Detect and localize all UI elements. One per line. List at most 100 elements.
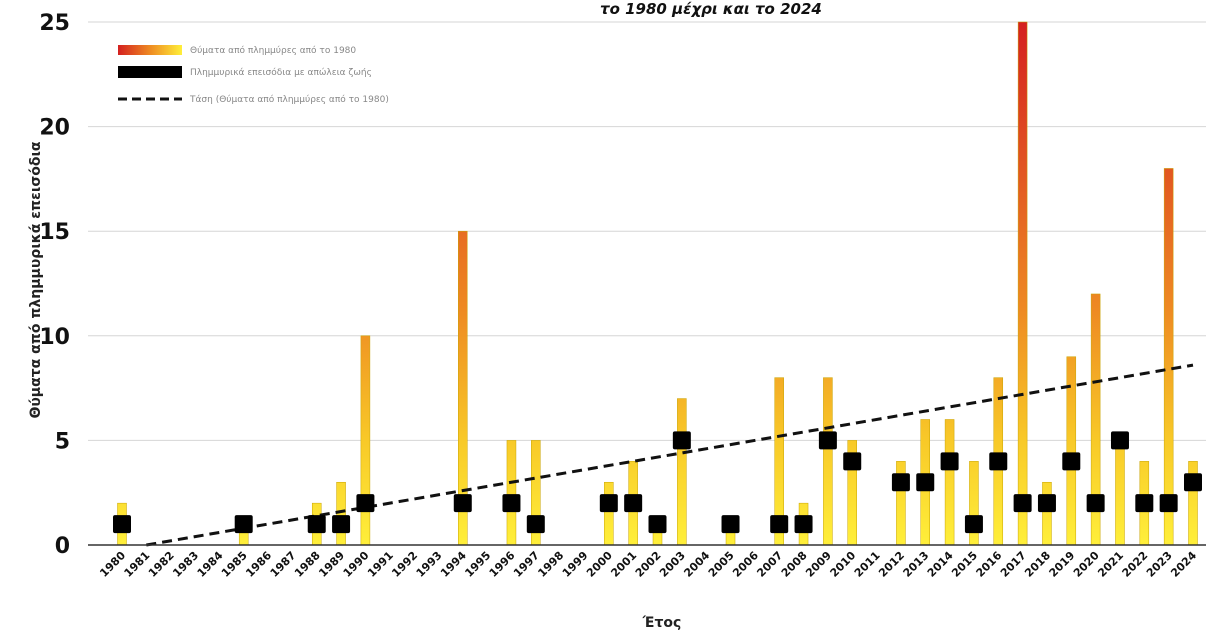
marker — [624, 494, 643, 513]
trend-series — [146, 363, 1194, 547]
bar — [604, 481, 614, 546]
marker — [307, 515, 326, 534]
marker — [113, 515, 131, 534]
marker — [721, 515, 740, 534]
marker — [356, 494, 375, 513]
x-tick-label: 2011 — [852, 549, 883, 580]
marker — [964, 515, 983, 534]
bar — [360, 335, 371, 546]
x-tick-label: 1988 — [292, 549, 323, 580]
x-tick-label: 2006 — [730, 549, 761, 580]
y-tick-label: 15 — [39, 220, 70, 245]
marker — [1037, 494, 1056, 513]
bar — [506, 440, 517, 546]
bar — [1042, 481, 1052, 546]
x-tick-label: 2017 — [998, 549, 1029, 580]
x-tick-label: 1987 — [268, 549, 299, 580]
y-axis-ticks: 0 5 10 15 20 25 — [39, 11, 70, 559]
x-tick-label: 1992 — [389, 549, 420, 580]
marker — [1110, 431, 1129, 450]
marker — [234, 515, 253, 534]
x-tick-label: 2008 — [779, 549, 810, 580]
marker — [843, 452, 862, 471]
y-tick-label: 10 — [39, 325, 70, 350]
gridlines — [88, 21, 1206, 441]
x-tick-label: 2009 — [803, 549, 834, 580]
legend-swatch-bars — [118, 45, 182, 55]
marker — [940, 452, 959, 471]
x-tick-label: 1983 — [170, 549, 201, 580]
legend-label-trend: Τάση (Θύματα από πλημμύρες από το 1980) — [189, 94, 389, 105]
y-tick-label: 20 — [39, 116, 70, 141]
x-tick-label: 1993 — [414, 549, 445, 580]
x-tick-label: 2005 — [706, 549, 737, 580]
x-tick-label: 1986 — [243, 549, 274, 580]
x-tick-label: 2016 — [974, 549, 1005, 580]
marker — [1184, 473, 1202, 492]
x-tick-label: 1989 — [316, 549, 347, 580]
marker — [453, 494, 472, 513]
chart-title: το 1980 μέχρι και το 2024 — [600, 0, 822, 18]
bar — [1163, 168, 1174, 546]
x-tick-label: 2019 — [1047, 549, 1078, 580]
x-tick-label: 2018 — [1022, 549, 1053, 580]
bar — [1017, 21, 1028, 546]
x-tick-label: 2023 — [1144, 549, 1175, 580]
x-tick-label: 1994 — [438, 549, 469, 580]
x-tick-label: 1985 — [219, 549, 250, 580]
x-tick-label: 2000 — [584, 549, 615, 580]
x-tick-label: 2001 — [608, 549, 639, 580]
x-axis-ticks: 1980198119821983198419851986198719881989… — [97, 549, 1199, 580]
bar — [677, 398, 687, 546]
x-tick-label: 2004 — [681, 549, 712, 580]
legend-swatch-markers — [118, 66, 182, 78]
marker — [818, 431, 837, 450]
legend-label-bars: Θύματα από πλημμύρες από το 1980 — [190, 45, 356, 56]
marker — [794, 515, 813, 534]
bar — [1115, 440, 1125, 546]
bar — [944, 419, 955, 546]
x-tick-label: 1991 — [365, 549, 396, 580]
x-tick-label: 2003 — [657, 549, 688, 580]
x-tick-label: 2022 — [1120, 549, 1151, 580]
x-tick-label: 1996 — [487, 549, 518, 580]
x-tick-label: 1982 — [146, 549, 177, 580]
marker-series — [113, 431, 1202, 534]
legend-label-markers: Πλημμυρικά επεισόδια με απώλεια ζωής — [190, 67, 372, 78]
marker — [599, 494, 618, 513]
y-tick-label: 0 — [55, 534, 70, 559]
x-tick-label: 1995 — [462, 549, 493, 580]
y-tick-label: 25 — [39, 11, 70, 36]
x-tick-label: 1990 — [341, 549, 372, 580]
x-tick-label: 2014 — [925, 549, 956, 580]
trend-line — [146, 363, 1194, 547]
marker — [1062, 452, 1081, 471]
x-tick-label: 2010 — [828, 549, 859, 580]
marker — [770, 515, 789, 534]
bar — [823, 377, 833, 546]
bar — [336, 481, 346, 546]
x-tick-label: 2002 — [633, 549, 664, 580]
x-tick-label: 1997 — [511, 549, 542, 580]
x-tick-label: 1999 — [560, 549, 591, 580]
marker — [502, 494, 521, 513]
x-tick-label: 2020 — [1071, 549, 1102, 580]
x-tick-label: 1981 — [122, 549, 153, 580]
x-tick-label: 2007 — [754, 549, 785, 580]
marker — [672, 431, 691, 450]
x-tick-label: 2012 — [876, 549, 907, 580]
x-tick-label: 2021 — [1095, 549, 1126, 580]
y-axis-title: Θύματα από πλημμυρικά επεισόδια — [28, 141, 44, 418]
marker — [989, 452, 1008, 471]
x-tick-label: 1998 — [535, 549, 566, 580]
x-tick-label: 1980 — [97, 549, 128, 580]
x-axis-title: Έτος — [642, 615, 682, 631]
legend: Θύματα από πλημμύρες από το 1980 Πλημμυρ… — [118, 45, 389, 105]
marker — [526, 515, 545, 534]
marker — [1135, 494, 1154, 513]
marker — [916, 473, 935, 492]
marker — [648, 515, 667, 534]
marker — [1086, 494, 1105, 513]
x-tick-label: 2013 — [901, 549, 932, 580]
